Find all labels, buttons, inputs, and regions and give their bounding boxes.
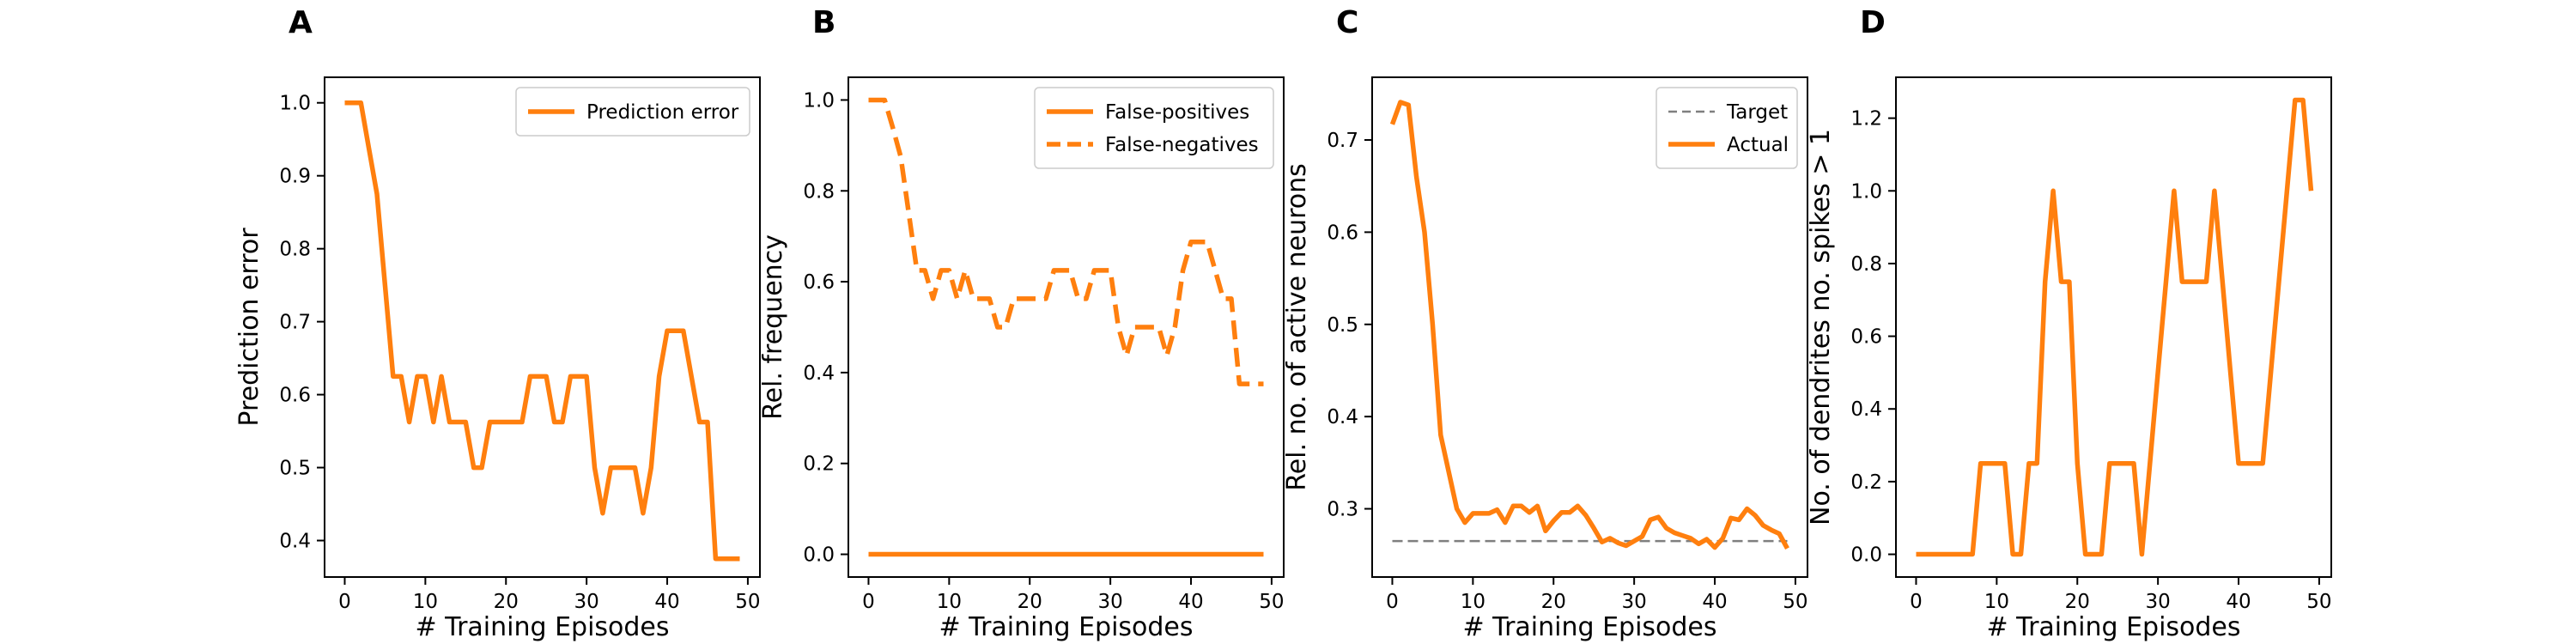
panel-c: C 0 10 20 30 40 50 0.3 0.4 0.5 0.6 0.7 # Training Ep… xyxy=(1282,5,1808,642)
series-line xyxy=(1916,97,2314,557)
x-tick-label: 30 xyxy=(1621,591,1646,613)
legend-box xyxy=(515,87,750,137)
x-tick-label: 20 xyxy=(494,591,519,613)
x-tick-label: 10 xyxy=(937,591,962,613)
panel-letter: D xyxy=(1860,5,1886,40)
x-tick-label: 30 xyxy=(574,591,598,613)
legend-box xyxy=(1656,87,1798,169)
y-tick-label: 0.0 xyxy=(1850,544,1882,567)
x-axis-label: # Training Episodes xyxy=(415,612,669,642)
x-tick-label: 40 xyxy=(1178,591,1203,613)
axes-frame xyxy=(1895,76,2332,578)
x-axis-label: # Training Episodes xyxy=(1986,612,2240,642)
legend-label: False-negatives xyxy=(1105,134,1259,156)
y-tick-label: 0.6 xyxy=(803,271,835,294)
x-tick-label: 40 xyxy=(654,591,679,613)
y-tick-label: 1.0 xyxy=(1850,180,1882,203)
legend-box xyxy=(1034,87,1274,169)
panel-letter: B xyxy=(812,5,835,40)
y-tick-label: 0.8 xyxy=(279,239,311,261)
y-tick-label: 1.2 xyxy=(1850,108,1882,131)
y-axis-label: Rel. no. of active neurons xyxy=(1282,163,1312,491)
legend-label: Target xyxy=(1726,101,1788,124)
y-axis-label: Rel. frequency xyxy=(758,234,788,420)
x-tick-label: 40 xyxy=(2226,591,2251,613)
panel-letter: C xyxy=(1336,5,1358,40)
x-axis-label: # Training Episodes xyxy=(939,612,1193,642)
x-tick-label: 50 xyxy=(1259,591,1284,613)
x-tick-label: 50 xyxy=(1783,591,1807,613)
y-tick-label: 0.4 xyxy=(279,531,311,553)
x-tick-label: 30 xyxy=(2145,591,2170,613)
x-tick-label: 20 xyxy=(1541,591,1566,613)
legend-label: Prediction error xyxy=(586,101,739,124)
x-tick-label: 40 xyxy=(1702,591,1727,613)
y-axis-label: Prediction error xyxy=(234,228,264,427)
legend: False-positives False-negatives xyxy=(1034,87,1274,169)
y-tick-label: 1.0 xyxy=(279,93,311,115)
y-tick-label: 0.2 xyxy=(1850,471,1882,494)
axes-frame xyxy=(1371,76,1808,578)
x-tick-label: 0 xyxy=(862,591,875,613)
panel-d: D 0 10 20 30 40 50 0.0 0.2 0.4 0.6 0.8 1.0 1.2 # Train… xyxy=(1806,5,2332,642)
legend-label: False-positives xyxy=(1105,101,1249,124)
y-tick-label: 0.4 xyxy=(1850,398,1882,421)
y-tick-label: 0.9 xyxy=(279,166,311,188)
y-tick-label: 0.8 xyxy=(803,180,835,203)
x-tick-label: 0 xyxy=(338,591,351,613)
x-tick-label: 10 xyxy=(413,591,438,613)
y-tick-label: 0.7 xyxy=(1327,130,1358,152)
x-tick-label: 0 xyxy=(1386,591,1399,613)
x-tick-label: 30 xyxy=(1097,591,1122,613)
y-tick-label: 0.8 xyxy=(1850,253,1882,276)
x-tick-label: 20 xyxy=(2065,591,2090,613)
y-tick-label: 0.5 xyxy=(279,458,311,480)
y-tick-label: 0.6 xyxy=(279,385,311,407)
legend: Target Actual xyxy=(1656,87,1798,169)
y-tick-label: 0.4 xyxy=(803,362,835,385)
x-axis-label: # Training Episodes xyxy=(1462,612,1716,642)
legend-label: Actual xyxy=(1727,134,1789,156)
series-line-actual xyxy=(1389,100,1789,550)
x-tick-label: 10 xyxy=(1984,591,2009,613)
x-tick-label: 0 xyxy=(1910,591,1923,613)
x-tick-label: 20 xyxy=(1018,591,1042,613)
series-line-false-negatives xyxy=(868,97,1264,386)
y-tick-label: 0.4 xyxy=(1327,406,1358,428)
x-tick-label: 50 xyxy=(2306,591,2331,613)
y-axis-label: No. of dendrites no. spikes > 1 xyxy=(1806,129,1836,526)
y-tick-label: 0.5 xyxy=(1327,314,1358,337)
y-tick-label: 0.7 xyxy=(279,312,311,334)
x-tick-label: 10 xyxy=(1461,591,1485,613)
y-tick-label: 0.2 xyxy=(803,453,835,476)
panel-a: A 0 10 20 30 40 50 0.4 0.5 0.6 0.7 0.8 0.9 1.0 # Train… xyxy=(234,5,761,642)
y-tick-label: 0.6 xyxy=(1327,222,1358,244)
panel-b: B 0 10 20 30 40 50 0.0 0.2 0.4 0.6 0.8 1.0 # Training… xyxy=(758,5,1285,642)
legend: Prediction error xyxy=(515,87,750,137)
series-line-prediction-error xyxy=(344,100,740,562)
y-tick-label: 0.0 xyxy=(803,544,835,567)
x-tick-label: 50 xyxy=(735,591,760,613)
axes-frame xyxy=(324,76,761,578)
y-tick-label: 0.3 xyxy=(1327,499,1358,521)
axes-frame xyxy=(848,76,1285,578)
y-tick-label: 0.6 xyxy=(1850,326,1882,349)
y-tick-label: 1.0 xyxy=(803,89,835,112)
panel-letter: A xyxy=(289,5,313,40)
